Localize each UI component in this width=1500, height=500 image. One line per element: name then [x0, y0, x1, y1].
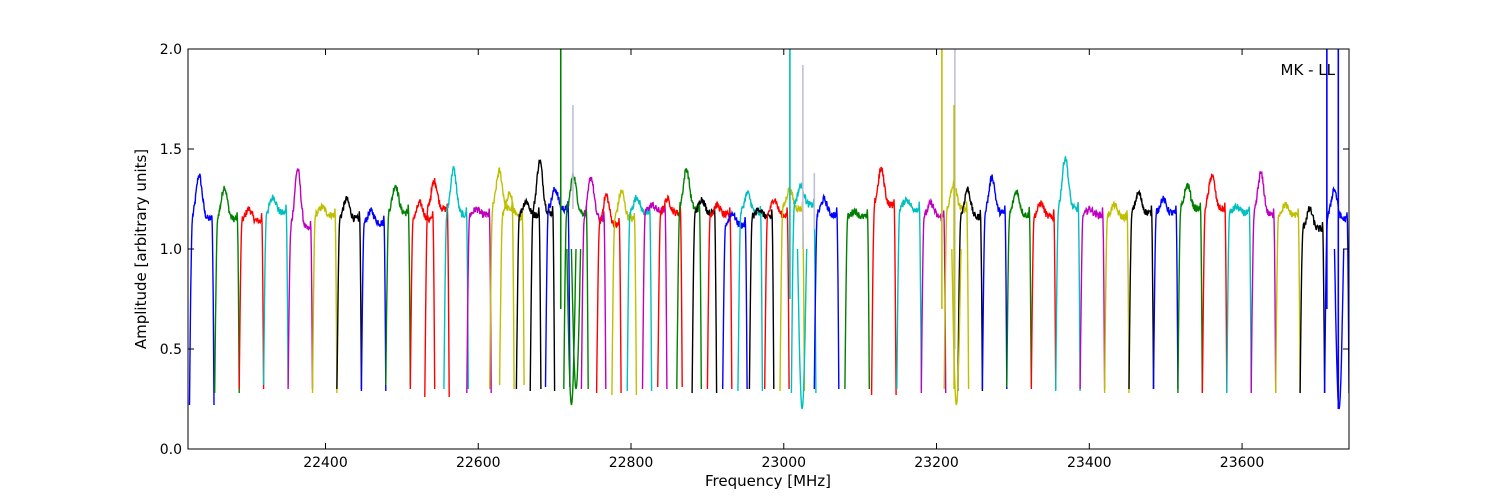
series-dip-line	[570, 248, 582, 390]
x-axis-ticks: 22400 22600 22800 23000 23200 23400 23600	[303, 49, 1264, 471]
series-band-line	[580, 176, 607, 390]
y-tick-label: 1.0	[160, 242, 182, 258]
series-band-line	[424, 177, 450, 398]
series-band-line	[214, 185, 240, 394]
series-band-line	[1054, 156, 1081, 392]
series-band-line	[529, 159, 556, 392]
x-tick-label: 23600	[1220, 455, 1265, 471]
series-band-line	[957, 186, 984, 392]
series-band-line	[1250, 171, 1277, 394]
series-band-line	[870, 166, 897, 396]
series-band-line	[1103, 201, 1130, 394]
series-band-line	[764, 198, 790, 390]
x-tick-label: 22400	[303, 455, 348, 471]
plot-series-group	[188, 156, 1349, 410]
plot-spikes-group	[559, 49, 1340, 409]
series-band-line	[1201, 173, 1228, 394]
series-band-line	[1152, 195, 1179, 390]
series-band-line	[737, 189, 764, 392]
series-band-line	[1226, 202, 1252, 394]
y-axis-label: Amplitude [arbitrary units]	[132, 149, 150, 349]
x-tick-label: 22800	[609, 455, 654, 471]
series-band-line	[595, 192, 622, 394]
series-band-line	[360, 207, 387, 392]
series-band-line	[544, 186, 571, 388]
series-band-line	[676, 168, 702, 390]
series-band-line	[311, 202, 338, 394]
series-band-line	[443, 165, 469, 390]
series-band-line	[1030, 200, 1057, 390]
series-band-line	[1274, 201, 1301, 394]
series-band-line	[844, 207, 870, 390]
series-band-line	[722, 209, 748, 390]
series-band-line	[611, 189, 638, 396]
series-band-line	[1006, 189, 1033, 388]
series-band-line	[188, 173, 215, 406]
series-band-line	[626, 194, 653, 392]
series-band-line	[641, 201, 668, 390]
y-tick-label: 2.0	[160, 42, 182, 58]
series-dip-line	[566, 248, 577, 406]
x-tick-label: 22600	[456, 455, 501, 471]
series-band-line	[657, 194, 683, 388]
x-tick-label: 23000	[762, 455, 807, 471]
series-band-line	[287, 168, 314, 390]
series-band-line	[813, 193, 840, 390]
series-band-line	[706, 201, 733, 390]
series-band-line	[409, 198, 436, 390]
series-band-line	[943, 180, 970, 390]
series-band-line	[1323, 186, 1349, 394]
series-band-line	[1299, 206, 1326, 394]
series-band-line	[385, 184, 411, 386]
series-band-line	[748, 207, 775, 390]
series-band-line	[515, 197, 542, 390]
series-band-line	[896, 196, 922, 390]
series-band-line	[238, 206, 265, 390]
x-axis-label: Frequency [MHz]	[705, 472, 831, 490]
x-tick-label: 23400	[1067, 455, 1112, 471]
series-band-line	[691, 197, 718, 394]
chart-annotation: MK - LL	[1281, 61, 1336, 79]
series-band-line	[779, 186, 806, 392]
series-band-line	[336, 195, 363, 390]
series-band-line	[466, 206, 492, 394]
series-band-line	[498, 191, 525, 386]
y-tick-label: 1.5	[160, 142, 182, 158]
series-band-line	[1079, 205, 1106, 390]
x-tick-label: 23200	[914, 455, 959, 471]
series-band-line	[981, 174, 1008, 390]
series-dip-line	[796, 248, 808, 410]
series-band-line	[1177, 182, 1204, 394]
series-band-line	[1128, 189, 1155, 390]
y-tick-label: 0.0	[160, 442, 182, 458]
series-band-line	[489, 167, 515, 390]
y-axis-ticks: 0.0 0.5 1.0 1.5 2.0	[160, 42, 1349, 458]
plot-frame	[187, 48, 1350, 450]
y-tick-label: 0.5	[160, 342, 182, 358]
series-band-line	[262, 194, 289, 386]
